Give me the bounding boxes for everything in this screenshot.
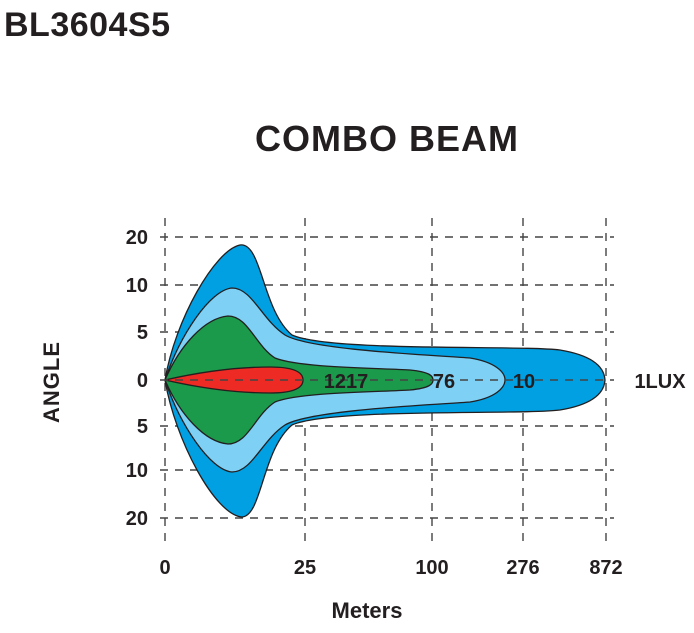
y-tick-label: 20 (126, 508, 148, 530)
x-tick-label: 872 (589, 557, 622, 579)
y-tick-label: 5 (137, 322, 148, 344)
lux-value-label: 1217 (324, 371, 369, 393)
lux-unit-label: 1LUX (634, 371, 686, 393)
lux-value-label: 10 (513, 371, 535, 393)
x-axis-label: Meters (331, 598, 403, 623)
chart-title: COMBO BEAM (255, 118, 519, 159)
y-tick-label: 10 (126, 460, 148, 482)
chart-labels: 20 10 5 0 5 10 20 0 25 100 276 872 1217 76 10 1LUX (126, 227, 686, 579)
y-tick-label: 20 (126, 227, 148, 249)
y-tick-label: 0 (137, 370, 148, 392)
x-tick-label: 100 (415, 557, 448, 579)
lux-value-label: 76 (433, 371, 455, 393)
beam-contours (160, 244, 614, 518)
model-number: BL3604S5 (4, 6, 171, 44)
x-tick-label: 0 (159, 557, 170, 579)
y-tick-label: 10 (126, 275, 148, 297)
y-tick-label: 5 (137, 416, 148, 438)
x-tick-label: 276 (506, 557, 539, 579)
x-tick-label: 25 (294, 557, 316, 579)
